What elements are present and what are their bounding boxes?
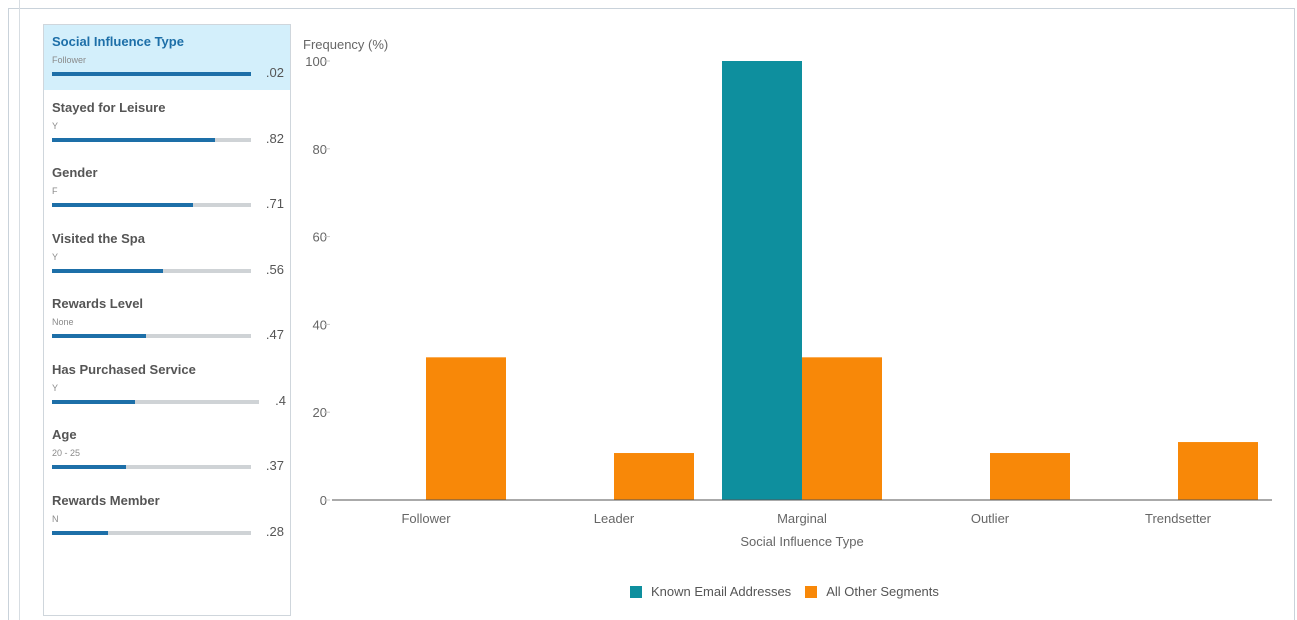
- factor-name: Stayed for Leisure: [52, 99, 166, 115]
- bar-follower-all-other: [426, 357, 506, 500]
- legend-item[interactable]: All Other Segments: [805, 584, 939, 599]
- y-tick-label: 100: [305, 54, 327, 69]
- bar-trendsetter-all-other: [1178, 442, 1258, 500]
- factor-name: Age: [52, 427, 77, 442]
- factor-score: .28: [265, 523, 284, 539]
- factor-level: F: [52, 186, 58, 196]
- factor-score: .56: [265, 261, 284, 277]
- factor-score: .02: [265, 65, 284, 80]
- legend-label: All Other Segments: [826, 584, 939, 599]
- factor-bar-fill: [52, 268, 163, 273]
- factor-bar-fill: [52, 72, 249, 76]
- factor-bar-track: [52, 465, 251, 469]
- bar-marginal-known-email: [722, 61, 802, 500]
- legend-swatch: [630, 585, 642, 598]
- factor-level: N: [52, 513, 59, 524]
- left-divider: [19, 0, 20, 620]
- factor-score: .47: [265, 327, 284, 342]
- y-tick-label: 80: [313, 142, 327, 157]
- x-tick-label: Follower: [401, 511, 451, 526]
- factor-bar-track: [52, 399, 259, 404]
- bar-marginal-all-other: [802, 357, 882, 500]
- factor-bar-track: [52, 334, 251, 338]
- factor-item[interactable]: Has Purchased Service Y .4: [44, 353, 290, 418]
- factor-bar-track: [52, 137, 251, 142]
- factor-bar-fill: [52, 334, 146, 338]
- factor-item[interactable]: Visited the Spa Y .56: [44, 222, 290, 287]
- factor-item[interactable]: Social Influence Type Follower .02: [44, 25, 290, 90]
- factor-bar-track: [52, 530, 251, 535]
- factor-bar-track: [52, 268, 251, 273]
- factor-list: Social Influence Type Follower .02 Stayed f…: [43, 24, 291, 616]
- factor-bar-track: [52, 203, 251, 207]
- factor-name: Visited the Spa: [52, 230, 145, 246]
- factor-score: .4: [275, 392, 286, 408]
- factor-item[interactable]: Rewards Member N .28: [44, 484, 290, 549]
- factor-item[interactable]: Rewards Level None .47: [44, 287, 290, 352]
- factor-bar-fill: [52, 530, 108, 535]
- factor-level: Y: [52, 120, 59, 131]
- factor-score: .82: [265, 130, 284, 146]
- y-axis-title: Frequency (%): [303, 37, 388, 52]
- factor-name: Rewards Member: [52, 492, 160, 508]
- factor-level: 20 - 25: [52, 448, 81, 458]
- panel-frame: [8, 8, 1295, 620]
- factor-level: Y: [52, 251, 59, 262]
- x-tick-label: Outlier: [971, 511, 1010, 526]
- factor-bar-fill: [52, 399, 135, 404]
- x-tick-label: Trendsetter: [1145, 511, 1212, 526]
- x-axis-title: Social Influence Type: [740, 534, 863, 549]
- bar-chart: Frequency (%) 0 20 40 60 80 100 Follower Leader M…: [303, 37, 1272, 549]
- factor-item[interactable]: Gender F .71: [44, 156, 290, 221]
- legend-label: Known Email Addresses: [651, 584, 792, 599]
- y-tick-label: 20: [313, 405, 327, 420]
- y-tick-label: 60: [313, 230, 327, 245]
- legend-item[interactable]: Known Email Addresses: [630, 584, 791, 599]
- factor-bar-fill: [52, 203, 193, 207]
- factor-bar-track: [52, 72, 251, 76]
- factor-name: Gender: [52, 165, 98, 180]
- factor-name: Has Purchased Service: [52, 361, 196, 377]
- x-tick-label: Leader: [594, 511, 635, 526]
- factor-score: .71: [265, 196, 284, 211]
- chart-legend: Known Email Addresses All Other Segments: [630, 584, 953, 599]
- factor-name: Social Influence Type: [52, 34, 184, 49]
- factor-score: .37: [265, 458, 284, 473]
- factor-name: Rewards Level: [52, 296, 144, 311]
- factor-level: None: [52, 317, 74, 327]
- y-tick-label: 0: [320, 493, 327, 508]
- factor-level: Y: [52, 382, 59, 393]
- factor-item[interactable]: Age 20 - 25 .37: [44, 418, 290, 483]
- factor-bar-fill: [52, 137, 215, 142]
- y-tick-label: 40: [313, 317, 327, 332]
- factor-bar-fill: [52, 465, 126, 469]
- bar-leader-all-other: [614, 453, 694, 500]
- factor-level: Follower: [52, 55, 87, 65]
- bar-outlier-all-other: [990, 453, 1070, 500]
- x-tick-label: Marginal: [777, 511, 827, 526]
- factor-item[interactable]: Stayed for Leisure Y .82: [44, 91, 290, 156]
- legend-swatch: [805, 585, 818, 598]
